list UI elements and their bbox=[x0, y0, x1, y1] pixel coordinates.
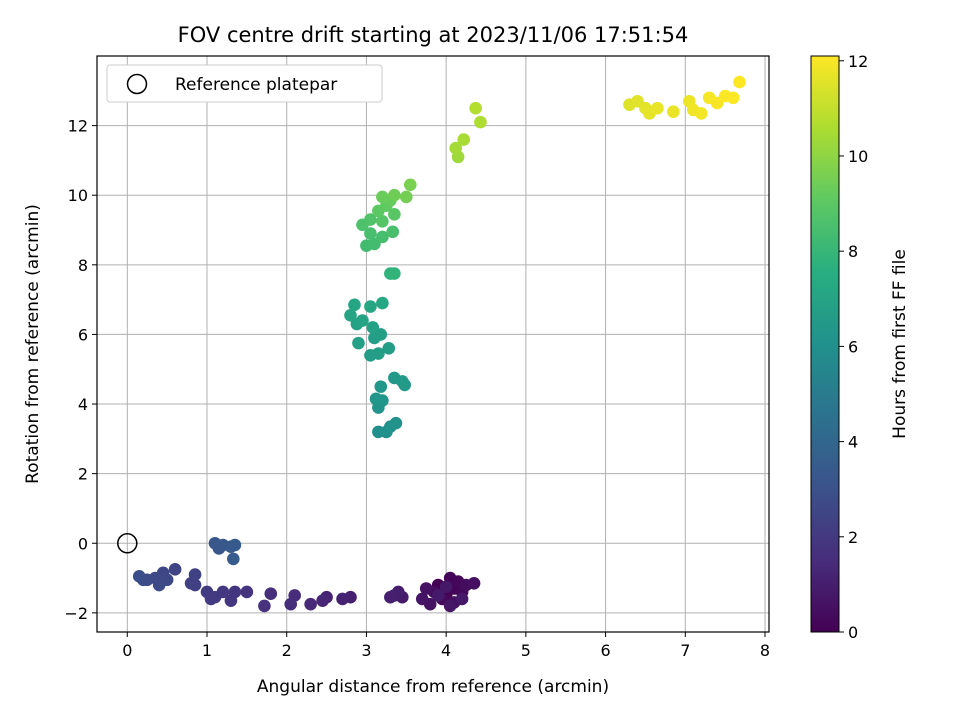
x-tick-label: 6 bbox=[600, 641, 610, 660]
data-point bbox=[449, 141, 463, 155]
x-tick-label: 8 bbox=[760, 641, 770, 660]
data-point bbox=[388, 267, 401, 280]
colorbar: 0 2 4 6 8 10 12 Hours from first FF file bbox=[810, 52, 910, 642]
data-point bbox=[419, 582, 433, 595]
data-point bbox=[188, 568, 202, 581]
y-tick-label: 12 bbox=[68, 117, 88, 136]
data-point bbox=[336, 592, 349, 606]
x-axis-ticks: 0 1 2 3 4 5 6 7 8 bbox=[122, 632, 770, 660]
data-point bbox=[364, 213, 377, 226]
data-point bbox=[348, 298, 361, 312]
data-point bbox=[200, 585, 214, 599]
x-tick-label: 4 bbox=[441, 641, 451, 660]
y-tick-label: −2 bbox=[64, 604, 88, 623]
data-point bbox=[366, 321, 380, 334]
y-axis-label: Rotation from reference (arcmin) bbox=[23, 204, 43, 484]
data-point bbox=[389, 416, 403, 430]
plot-frame bbox=[96, 55, 770, 633]
data-point bbox=[369, 392, 383, 406]
legend-marker-icon bbox=[126, 73, 148, 95]
data-point bbox=[372, 347, 385, 360]
reference-platepar-marker bbox=[117, 533, 138, 554]
colorbar-gradient bbox=[810, 55, 840, 633]
data-point bbox=[439, 580, 453, 594]
data-point bbox=[168, 563, 182, 576]
data-point bbox=[455, 592, 469, 606]
data-point bbox=[726, 91, 740, 105]
x-tick-label: 5 bbox=[521, 641, 531, 660]
data-point bbox=[316, 594, 329, 607]
data-point bbox=[733, 75, 746, 89]
colorbar-tick-label: 8 bbox=[848, 242, 858, 261]
data-point bbox=[469, 101, 482, 115]
data-point bbox=[284, 597, 298, 611]
data-point bbox=[376, 296, 389, 310]
colorbar-tick-label: 12 bbox=[848, 52, 868, 71]
colorbar-tick-label: 0 bbox=[848, 623, 858, 642]
data-point bbox=[240, 585, 254, 599]
y-tick-label: 2 bbox=[78, 465, 88, 484]
data-point bbox=[364, 300, 377, 313]
data-point bbox=[457, 133, 470, 146]
x-tick-label: 3 bbox=[361, 641, 371, 660]
x-tick-label: 0 bbox=[122, 641, 132, 660]
data-point bbox=[467, 576, 481, 590]
y-tick-label: 8 bbox=[78, 256, 88, 275]
data-point bbox=[651, 101, 664, 115]
data-point bbox=[352, 336, 365, 350]
data-point bbox=[376, 215, 389, 228]
data-point bbox=[415, 592, 429, 606]
data-point bbox=[398, 378, 412, 392]
x-axis-label: Angular distance from reference (arcmin) bbox=[257, 677, 609, 697]
data-point bbox=[227, 552, 240, 566]
data-point bbox=[356, 314, 369, 327]
data-point bbox=[264, 587, 278, 601]
data-point bbox=[403, 178, 417, 192]
data-point bbox=[376, 190, 389, 204]
y-axis-ticks: −2 0 2 4 6 8 10 12 bbox=[64, 117, 97, 623]
y-tick-label: 0 bbox=[78, 534, 88, 553]
colorbar-tick-label: 10 bbox=[848, 147, 868, 166]
data-point bbox=[228, 538, 242, 552]
data-point bbox=[694, 107, 708, 120]
chart-title: FOV centre drift starting at 2023/11/06 … bbox=[178, 23, 689, 47]
data-point bbox=[388, 208, 401, 221]
data-points bbox=[132, 75, 746, 613]
colorbar-tick-label: 2 bbox=[848, 528, 858, 547]
data-point bbox=[258, 599, 271, 613]
colorbar-tick-label: 6 bbox=[848, 337, 858, 356]
y-tick-label: 4 bbox=[78, 395, 88, 414]
colorbar-label: Hours from first FF file bbox=[890, 249, 910, 439]
legend-entry-reference: Reference platepar bbox=[175, 75, 337, 95]
grid-lines bbox=[97, 56, 769, 632]
y-tick-label: 6 bbox=[78, 325, 88, 344]
data-point bbox=[443, 599, 457, 613]
legend-box bbox=[106, 64, 383, 103]
data-point bbox=[344, 308, 357, 322]
data-point bbox=[304, 597, 317, 611]
legend: Reference platepar bbox=[106, 64, 383, 103]
data-point bbox=[132, 570, 146, 583]
data-point bbox=[431, 589, 445, 602]
data-point bbox=[224, 594, 238, 607]
data-point bbox=[386, 225, 400, 239]
data-point bbox=[382, 342, 396, 355]
x-tick-label: 1 bbox=[202, 641, 212, 660]
data-point bbox=[474, 115, 487, 129]
data-point bbox=[364, 227, 377, 240]
y-tick-label: 10 bbox=[68, 186, 88, 205]
data-point bbox=[384, 590, 397, 604]
colorbar-tick-label: 4 bbox=[848, 433, 858, 452]
x-tick-label: 2 bbox=[282, 641, 292, 660]
x-tick-label: 7 bbox=[680, 641, 690, 660]
data-point bbox=[388, 188, 401, 202]
data-point bbox=[374, 380, 388, 393]
colorbar-ticks: 0 2 4 6 8 10 12 bbox=[839, 52, 868, 642]
data-point bbox=[399, 190, 413, 204]
data-point bbox=[667, 105, 680, 118]
data-point bbox=[376, 230, 389, 244]
